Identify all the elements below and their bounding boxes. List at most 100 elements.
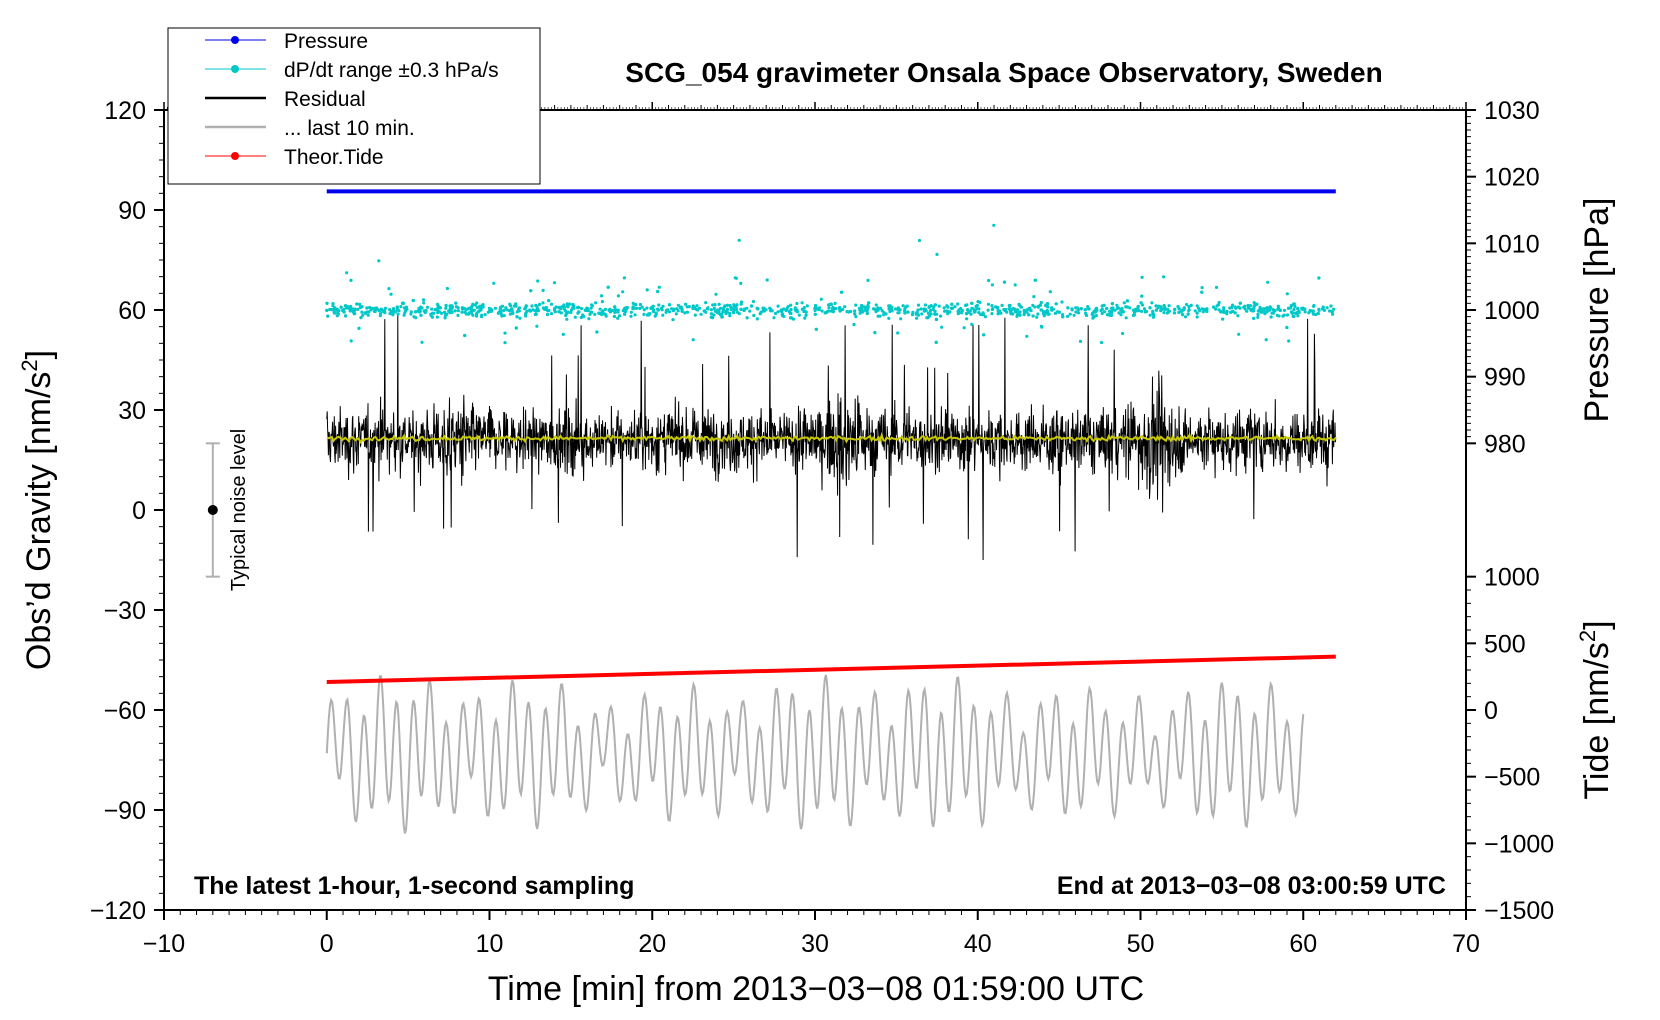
dpdt-point (557, 310, 561, 314)
y-tick-label-pressure: 1010 (1484, 230, 1540, 258)
dpdt-point (817, 308, 821, 312)
dpdt-point (1154, 308, 1158, 312)
dpdt-point (463, 333, 467, 338)
dpdt-point (358, 305, 362, 309)
dpdt-point (755, 306, 759, 310)
dpdt-point (1120, 307, 1124, 311)
dpdt-point (1200, 286, 1204, 290)
dpdt-point (365, 306, 369, 310)
dpdt-point (1122, 301, 1126, 305)
dpdt-point (579, 306, 584, 311)
dpdt-point (919, 307, 923, 311)
dpdt-point (797, 313, 801, 317)
dpdt-point (525, 309, 529, 313)
dpdt-point (732, 306, 736, 310)
dpdt-point (841, 307, 845, 312)
dpdt-point (691, 306, 695, 310)
dpdt-point (876, 314, 880, 318)
dpdt-point (979, 312, 983, 317)
y-tick-label-tide: −1000 (1484, 830, 1554, 858)
dpdt-point (1264, 338, 1268, 342)
dpdt-point (1276, 304, 1280, 308)
dpdt-point (638, 306, 642, 310)
dpdt-point (956, 309, 960, 314)
dpdt-point (1148, 313, 1152, 317)
dpdt-point (471, 302, 475, 306)
dpdt-point (1032, 295, 1036, 299)
dpdt-point (576, 305, 581, 309)
dpdt-point (600, 294, 604, 298)
dpdt-point (719, 306, 723, 310)
dpdt-point (561, 332, 565, 336)
dpdt-point (1225, 312, 1229, 316)
dpdt-point (1139, 309, 1144, 313)
dpdt-point (1050, 306, 1054, 310)
x-tick-label: −10 (143, 930, 185, 958)
dpdt-point (1150, 301, 1154, 305)
dpdt-point (965, 317, 969, 321)
dpdt-point (1039, 300, 1043, 305)
dpdt-point (339, 305, 343, 309)
dpdt-point (996, 312, 1000, 316)
dpdt-point (716, 308, 720, 312)
dpdt-point (416, 309, 420, 313)
dpdt-point (634, 303, 638, 307)
dpdt-point (782, 307, 786, 311)
dpdt-point (950, 306, 954, 310)
dpdt-point (612, 314, 617, 318)
dpdt-point (897, 311, 901, 315)
dpdt-point (1027, 313, 1031, 317)
dpdt-point (613, 305, 617, 309)
dpdt-point (634, 306, 639, 310)
dpdt-point (858, 308, 862, 312)
dpdt-point (742, 308, 746, 312)
dpdt-point (536, 309, 541, 313)
dpdt-point (536, 279, 540, 283)
series-last-10-min (325, 674, 1305, 834)
dpdt-point (1200, 290, 1204, 294)
dpdt-point (1110, 302, 1114, 306)
dpdt-point (920, 312, 924, 316)
dpdt-point (1198, 309, 1202, 313)
dpdt-point (854, 303, 858, 307)
dpdt-point (638, 302, 643, 307)
dpdt-point (335, 314, 339, 318)
dpdt-point (475, 306, 479, 310)
dpdt-point (890, 305, 894, 309)
dpdt-point (1200, 307, 1204, 311)
dpdt-point (661, 313, 665, 317)
dpdt-point (587, 317, 591, 321)
dpdt-point (1238, 306, 1242, 310)
dpdt-point (1289, 304, 1293, 308)
dpdt-point (1173, 307, 1177, 311)
x-tick-label: 30 (801, 930, 829, 958)
dpdt-point (631, 301, 635, 305)
dpdt-point (876, 308, 880, 312)
dpdt-point (535, 305, 539, 309)
dpdt-point (443, 316, 447, 320)
dpdt-point (795, 301, 799, 306)
dpdt-point (604, 314, 608, 318)
dpdt-point (559, 311, 563, 315)
dpdt-point (1091, 311, 1095, 315)
dpdt-point (1094, 306, 1099, 310)
dpdt-point (1229, 310, 1233, 314)
dpdt-point (1287, 339, 1291, 343)
y-tick-label-gravity: 0 (132, 497, 146, 525)
dpdt-point (732, 311, 736, 315)
x-tick-label: 10 (476, 930, 504, 958)
dpdt-point (1297, 310, 1301, 315)
dpdt-point (476, 310, 480, 314)
dpdt-point (379, 312, 383, 316)
dpdt-point (422, 301, 426, 305)
dpdt-point (1331, 312, 1335, 316)
dpdt-point (1091, 314, 1095, 318)
dpdt-point (642, 312, 646, 316)
dpdt-point (1265, 307, 1269, 312)
dpdt-point (953, 305, 957, 309)
dpdt-point (388, 312, 392, 316)
series-dpdt (325, 223, 1336, 345)
dpdt-point (1261, 309, 1266, 313)
dpdt-point (865, 311, 869, 316)
dpdt-point (524, 304, 528, 308)
